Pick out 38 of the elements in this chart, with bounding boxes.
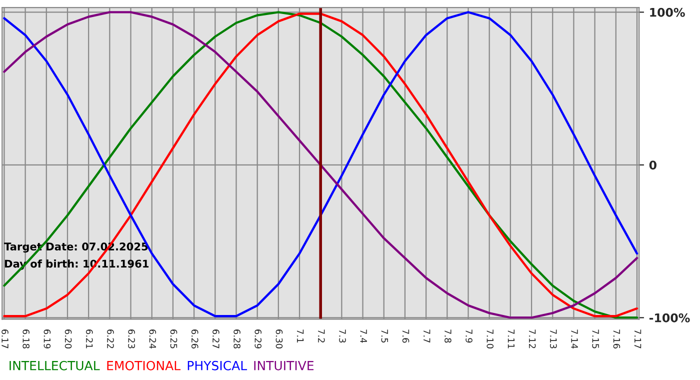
y-tick-label: 0 [649,160,656,170]
x-tick-label: 6.30 [276,330,283,348]
x-tick-label: 7.1 [297,330,304,342]
x-tick-label: 6.24 [149,330,156,349]
x-tick-label: 6.23 [128,330,135,348]
x-tick-label: 6.29 [254,330,262,348]
x-tick-label: 7.5 [381,330,388,342]
x-tick-label: 7.4 [360,330,367,343]
x-tick-label: 7.2 [318,330,325,342]
x-tick-label: 6.25 [170,330,178,348]
x-tick-label: 6.26 [191,330,198,348]
x-tick-label: 6.19 [44,330,51,348]
x-tick-label: 7.16 [613,330,620,348]
y-tick-label: -100% [649,313,690,322]
x-tick-label: 6.28 [234,330,240,348]
x-tick-label: 7.15 [592,330,599,348]
text: INTELLECTUAL [10,360,100,370]
x-tick-label: 7.6 [402,330,410,343]
x-tick-label: 7.12 [529,330,536,348]
x-tick-label: 7.7 [424,330,430,343]
x-tick-label: 7.3 [339,330,346,343]
x-tick-label: 7.17 [634,330,642,348]
x-tick-label: 7.14 [571,330,578,349]
x-tick-label: 7.11 [508,330,515,348]
x-tick-label: 6.27 [212,330,220,348]
x-tick-label: 7.9 [466,330,472,343]
x-tick-label: 7.8 [444,330,452,343]
x-tick-label: 7.13 [550,330,557,348]
text: INTUITIVE [254,361,314,370]
x-tick-label: 6.22 [107,330,114,348]
x-tick-label: 6.17 [2,330,8,348]
y-tick-label: 100% [650,8,685,17]
x-tick-label: 6.18 [22,330,30,348]
x-tick-label: 6.20 [64,330,72,348]
x-tick-label: 6.21 [86,330,93,348]
text: PHYSICAL [188,360,248,370]
x-tick-label: 7.10 [486,330,494,348]
text: EMOTIONAL [107,360,181,370]
